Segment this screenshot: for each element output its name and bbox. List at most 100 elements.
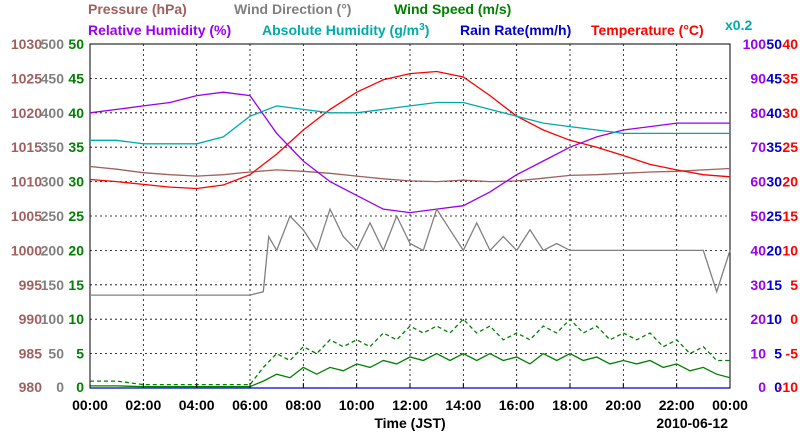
y-tick-label: 10 — [766, 311, 782, 327]
y-tick-label: 200 — [41, 242, 65, 258]
y-tick-label: 10 — [68, 311, 84, 327]
y-tick-label: 1020 — [11, 105, 42, 121]
y-tick-label: 50 — [68, 36, 84, 52]
y-tick-label: 1025 — [11, 70, 42, 86]
y-tick-label: 1015 — [11, 139, 42, 155]
y-tick-label: 50 — [48, 346, 64, 362]
y-tick-label: 15 — [68, 277, 84, 293]
y-tick-label: 35 — [782, 70, 798, 86]
x-tick-label: 08:00 — [285, 397, 321, 413]
y-tick-label: 35 — [766, 139, 782, 155]
series-line — [89, 70, 731, 190]
x-tick-label: 10:00 — [339, 397, 375, 413]
y-tick-label: 1000 — [11, 242, 42, 258]
y-tick-label: 20 — [68, 242, 84, 258]
y-tick-label: 0 — [790, 311, 798, 327]
x-tick-label: 12:00 — [392, 397, 428, 413]
x-axis-label: Time (JST) — [374, 415, 445, 431]
series-line — [89, 91, 730, 214]
legend-item: Absolute Humidity (g/m3) — [262, 22, 429, 38]
x-tick-label: 06:00 — [232, 397, 268, 413]
y-tick-label: 25 — [68, 208, 84, 224]
legend-item: Wind Direction (°) — [234, 1, 351, 17]
y-tick-label: 0 — [56, 379, 64, 395]
series-line — [89, 165, 731, 183]
legend-item: Rain Rate(mm/h) — [460, 22, 571, 38]
legend-item: Relative Humidity (%) — [88, 22, 231, 38]
y-tick-label: 0 — [774, 379, 782, 395]
y-tick-label: 150 — [41, 277, 65, 293]
y-tick-label: 400 — [41, 105, 65, 121]
x-tick-label: 14:00 — [445, 397, 481, 413]
y-tick-label: 500 — [41, 36, 65, 52]
legend: Pressure (hPa) Wind Direction (°) Wind Spe… — [88, 1, 752, 38]
x-axis: 00:00 02:00 04:00 06:00 08:00 10:00 12:00 14:00… — [72, 383, 748, 413]
x-tick-label: 20:00 — [605, 397, 641, 413]
legend-item: Wind Speed (m/s) — [394, 1, 511, 17]
y-tick-label: 0 — [758, 379, 766, 395]
y-tick-label: 985 — [19, 346, 43, 362]
y-tick-label: 20 — [766, 242, 782, 258]
y-tick-label: 30 — [766, 174, 782, 190]
y-tick-label: 100 — [41, 311, 65, 327]
y-tick-label: 990 — [19, 311, 43, 327]
x-tick-label: 02:00 — [125, 397, 161, 413]
x-tick-label: 00:00 — [72, 397, 108, 413]
y-tick-label: 5 — [76, 346, 84, 362]
y-tick-label: 350 — [41, 139, 65, 155]
y-tick-label: 1010 — [11, 174, 42, 190]
y-tick-label: 50 — [766, 36, 782, 52]
x-tick-label: 18:00 — [552, 397, 588, 413]
y-tick-label: 5 — [790, 277, 798, 293]
series-line — [90, 352, 731, 388]
x-tick-label: 04:00 — [179, 397, 215, 413]
y-tick-label: 35 — [68, 139, 84, 155]
y-tick-label: -10 — [778, 379, 798, 395]
y-tick-label: 90 — [750, 70, 766, 86]
y-tick-label: 300 — [41, 174, 65, 190]
x-tick-label: 00:00 — [712, 397, 748, 413]
y-tick-label: 25 — [782, 139, 798, 155]
y-tick-label: 980 — [19, 379, 43, 395]
axis-ticks: 1030102510201015101010051000995990985980… — [11, 36, 798, 395]
y-tick-label: 20 — [750, 311, 766, 327]
y-tick-label: 50 — [750, 208, 766, 224]
x-tick-label: 16:00 — [499, 397, 535, 413]
y-tick-label: 250 — [41, 208, 65, 224]
y-tick-label: 995 — [19, 277, 43, 293]
series-line — [90, 101, 730, 145]
y-tick-label: 30 — [68, 174, 84, 190]
legend-item: x0.2 — [725, 17, 752, 33]
legend-item: Pressure (hPa) — [88, 1, 187, 17]
legend-item: Temperature (°C) — [591, 22, 704, 38]
x-tick-label: 22:00 — [659, 397, 695, 413]
y-tick-label: 1005 — [11, 208, 42, 224]
y-tick-label: 100 — [743, 36, 767, 52]
y-tick-label: 60 — [750, 174, 766, 190]
y-tick-label: 10 — [750, 346, 766, 362]
y-tick-label: 70 — [750, 139, 766, 155]
y-tick-label: 45 — [68, 70, 84, 86]
series-line — [90, 318, 730, 386]
y-tick-label: 450 — [41, 70, 65, 86]
y-tick-label: 15 — [766, 277, 782, 293]
y-tick-label: 0 — [76, 379, 84, 395]
y-tick-label: 40 — [766, 105, 782, 121]
y-tick-label: 40 — [68, 105, 84, 121]
grid — [90, 44, 730, 388]
chart-date: 2010-06-12 — [656, 415, 728, 431]
y-tick-label: 40 — [750, 242, 766, 258]
series-line — [90, 207, 731, 296]
y-tick-label: -5 — [786, 346, 799, 362]
y-tick-label: 5 — [774, 346, 782, 362]
y-tick-label: 10 — [782, 242, 798, 258]
y-tick-label: 80 — [750, 105, 766, 121]
y-tick-label: 15 — [782, 208, 798, 224]
y-tick-label: 40 — [782, 36, 798, 52]
y-tick-label: 30 — [750, 277, 766, 293]
y-tick-label: 45 — [766, 70, 782, 86]
y-tick-label: 25 — [766, 208, 782, 224]
y-tick-label: 1030 — [11, 36, 42, 52]
y-tick-label: 20 — [782, 174, 798, 190]
